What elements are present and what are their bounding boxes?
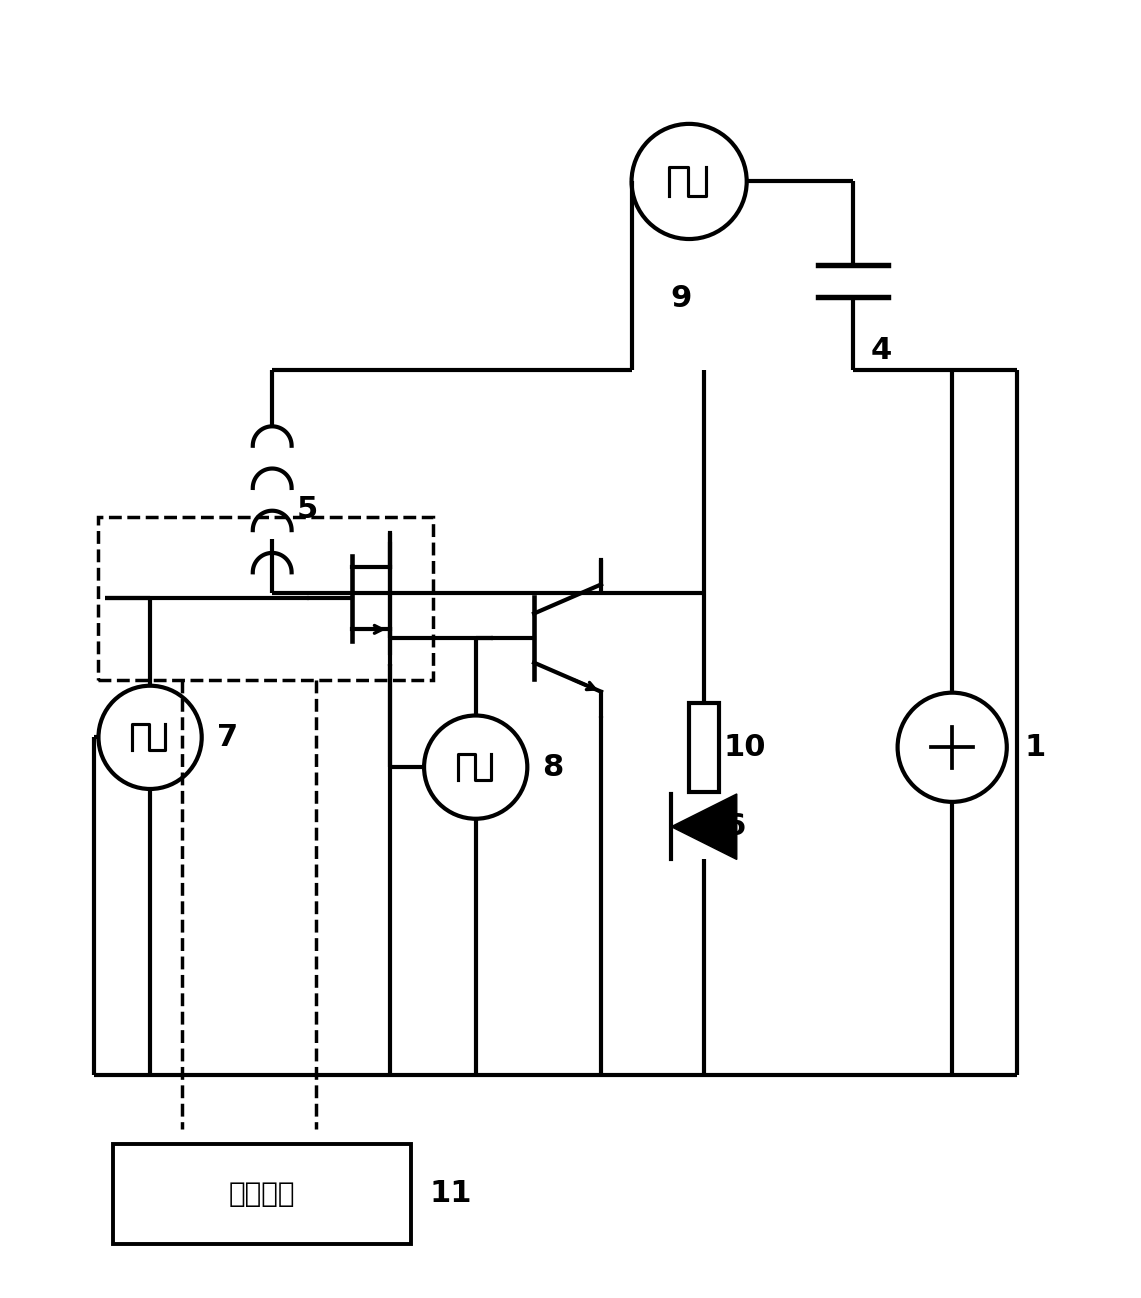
Text: 9: 9: [671, 284, 691, 313]
Text: 11: 11: [429, 1180, 471, 1208]
Text: 4: 4: [871, 336, 892, 365]
Text: 5: 5: [297, 495, 318, 523]
Bar: [689, 702, 719, 792]
Bar: [113, 1145, 411, 1243]
Text: 1: 1: [1025, 733, 1046, 762]
Text: 8: 8: [542, 753, 564, 781]
Text: 热成像仪: 热成像仪: [229, 1180, 296, 1208]
Text: 10: 10: [723, 733, 767, 762]
Text: 6: 6: [723, 813, 745, 841]
Text: 7: 7: [217, 723, 237, 752]
Bar: [98, 517, 432, 680]
Polygon shape: [671, 794, 737, 859]
